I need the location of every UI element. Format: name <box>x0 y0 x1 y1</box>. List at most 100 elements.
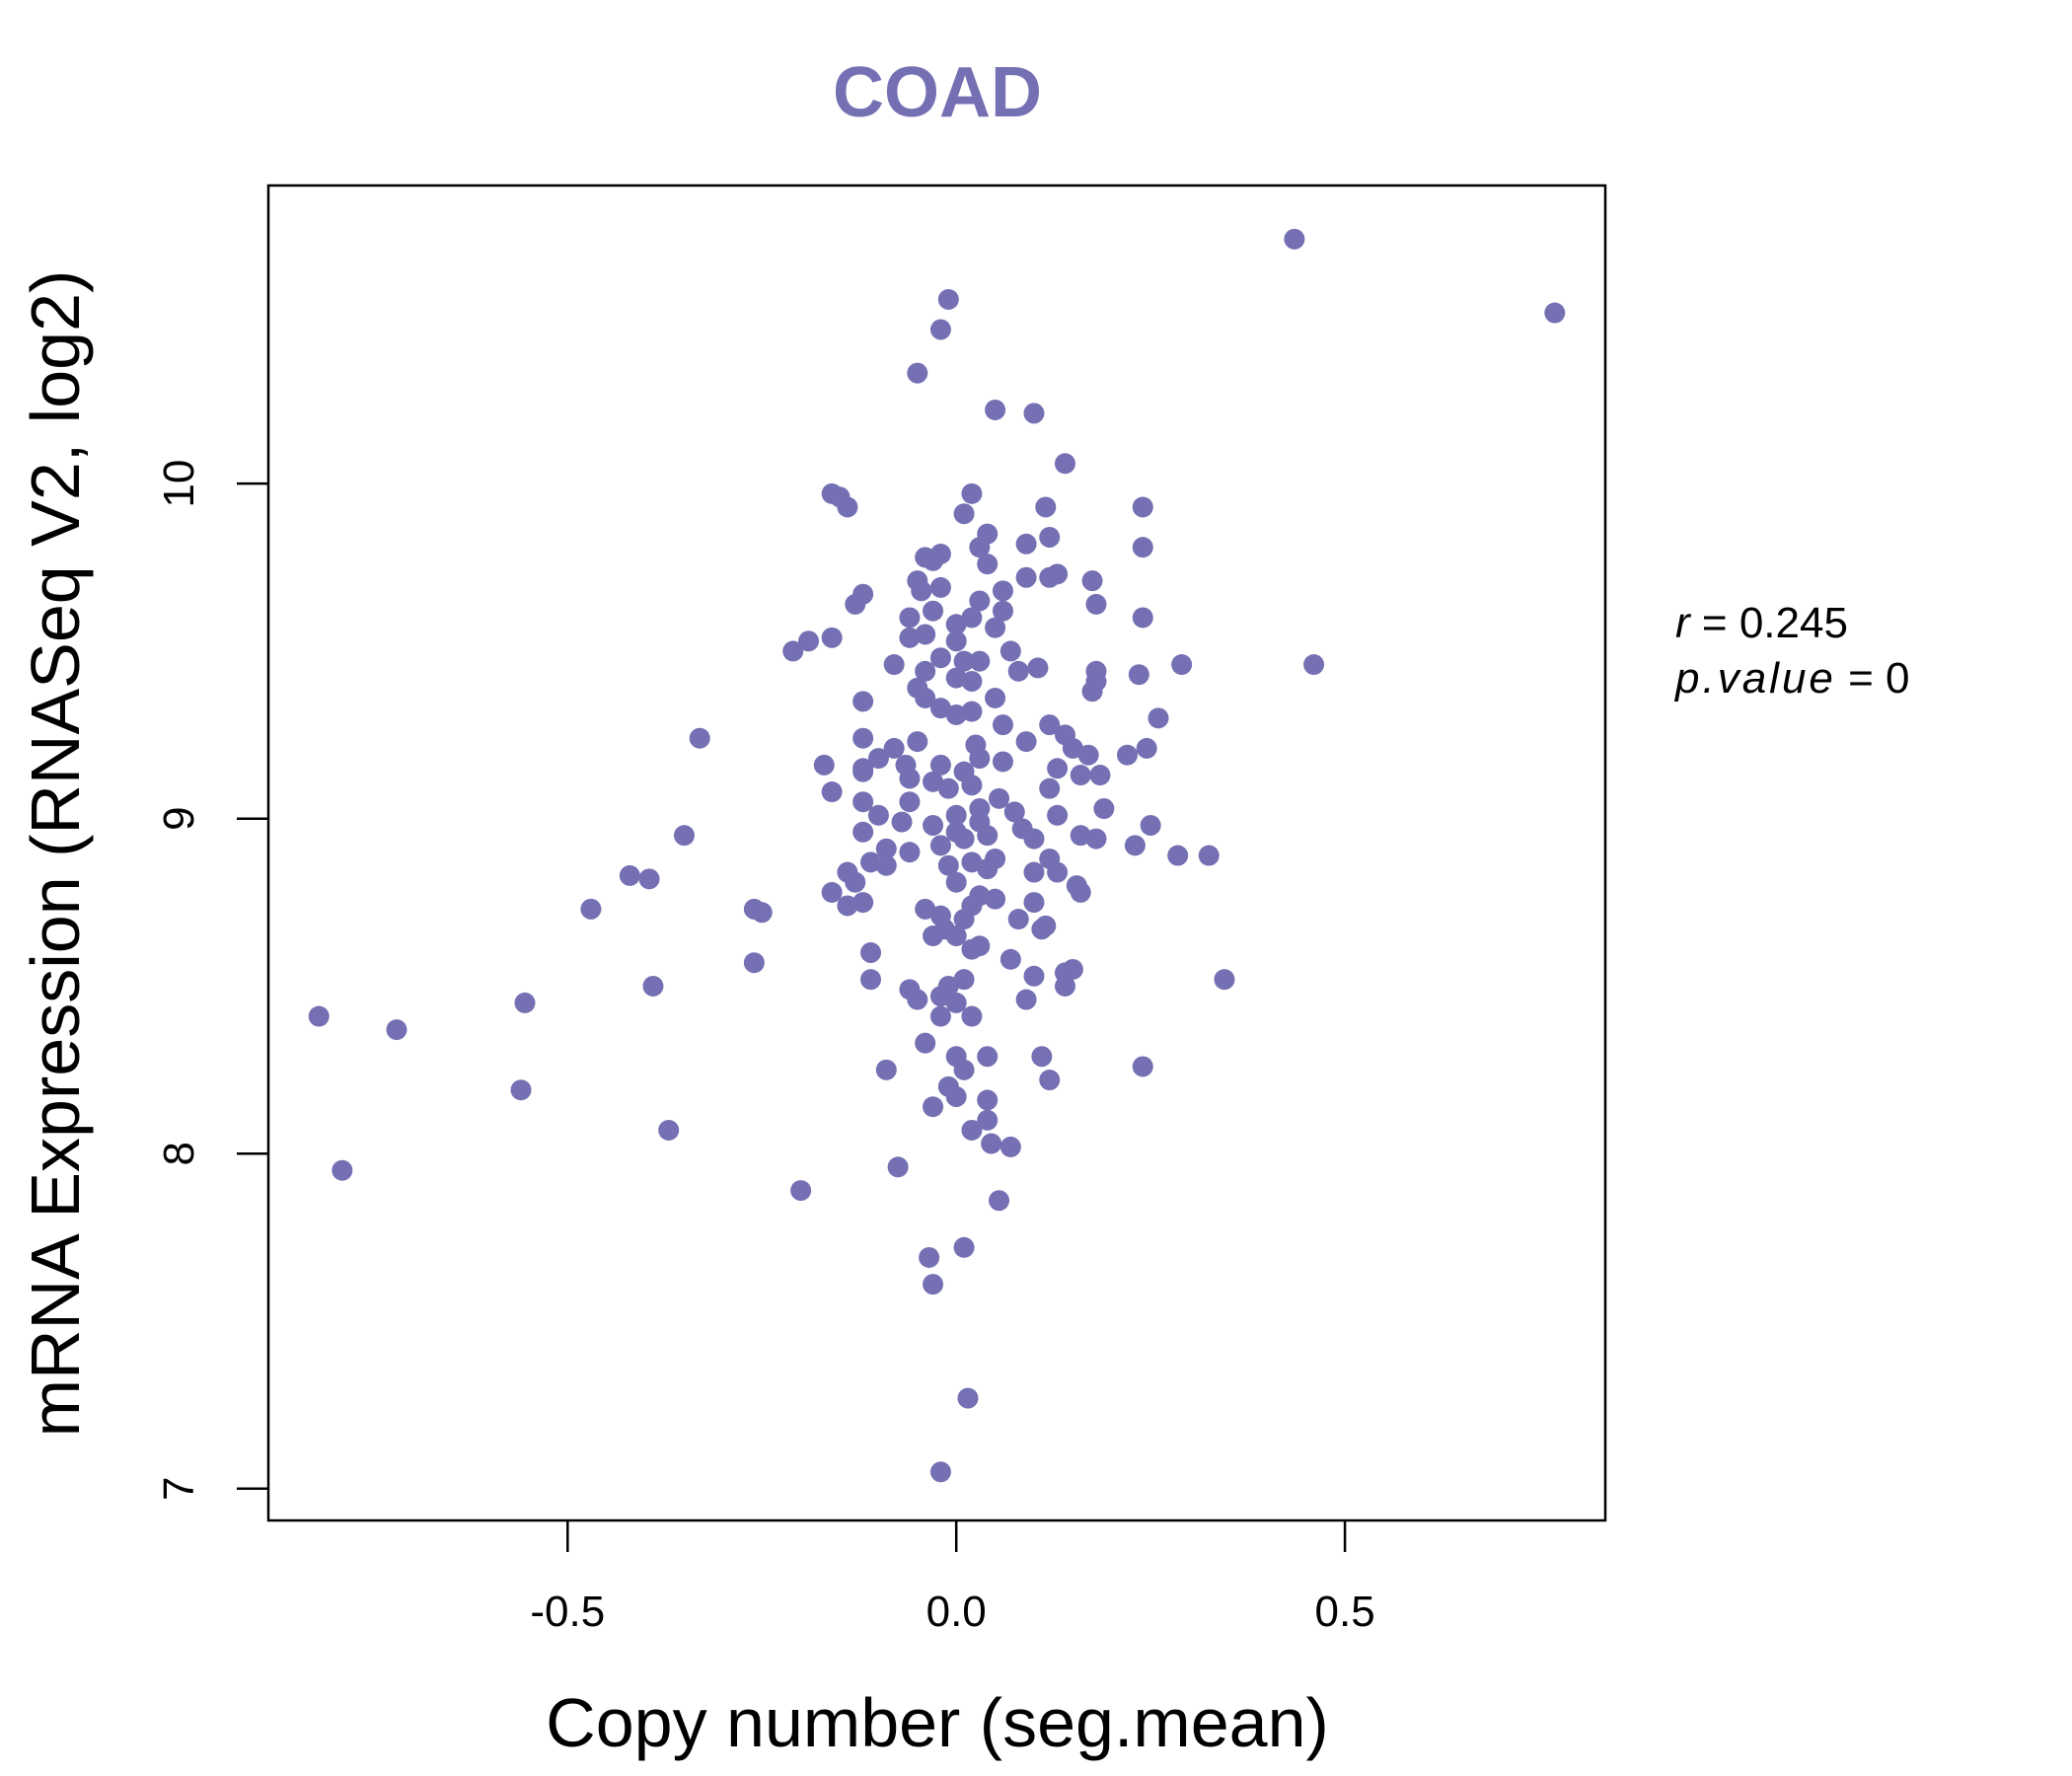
data-point <box>937 288 959 310</box>
data-point <box>852 761 874 782</box>
data-point <box>798 630 820 652</box>
data-point <box>953 1059 975 1080</box>
data-point <box>899 607 921 629</box>
data-point <box>969 590 991 612</box>
data-point <box>1085 593 1107 615</box>
data-point <box>945 667 967 689</box>
data-point <box>852 691 874 712</box>
data-point <box>1089 765 1111 786</box>
y-tick-label: 9 <box>155 806 203 830</box>
data-point <box>1015 533 1037 555</box>
data-point <box>1117 744 1139 766</box>
data-point <box>999 1136 1021 1157</box>
data-point <box>1047 804 1069 826</box>
data-point <box>929 1461 951 1483</box>
data-point <box>923 550 944 571</box>
data-point <box>1081 681 1103 703</box>
data-point <box>580 898 602 920</box>
data-point <box>1132 1056 1153 1077</box>
data-point <box>929 1005 951 1027</box>
data-point <box>638 868 660 890</box>
data-point <box>977 1089 999 1111</box>
data-point <box>867 804 889 826</box>
y-tick-label: 7 <box>155 1477 203 1501</box>
data-point <box>969 537 991 558</box>
data-point <box>999 948 1021 970</box>
data-point <box>1124 835 1146 856</box>
data-point <box>985 399 1006 420</box>
data-point <box>1544 302 1566 324</box>
data-points <box>308 228 1566 1483</box>
data-point <box>907 989 928 1010</box>
data-point <box>1023 861 1045 883</box>
data-point <box>1132 537 1153 558</box>
data-point <box>969 935 991 957</box>
data-point <box>1023 965 1045 987</box>
y-axis-label: mRNA Expression (RNASeq V2, log2) <box>17 270 94 1438</box>
chart-title: COAD <box>833 53 1042 132</box>
data-point <box>1070 765 1091 786</box>
data-point <box>1039 1070 1061 1091</box>
data-point <box>852 727 874 749</box>
data-point <box>1062 958 1083 980</box>
data-point <box>1132 607 1153 629</box>
data-point <box>1054 975 1075 997</box>
y-axis: 7 8 9 10 <box>155 460 268 1501</box>
data-point <box>845 593 866 615</box>
data-point <box>852 892 874 914</box>
data-point <box>619 864 640 886</box>
x-axis: -0.5 0.0 0.5 <box>530 1520 1375 1636</box>
data-point <box>514 992 536 1013</box>
data-point <box>961 895 983 917</box>
data-point <box>957 1387 979 1409</box>
data-point <box>961 482 983 504</box>
data-point <box>1035 915 1057 936</box>
data-point <box>1023 403 1045 424</box>
data-point <box>985 687 1006 708</box>
data-point <box>911 580 932 602</box>
data-point <box>961 701 983 722</box>
data-point <box>937 854 959 876</box>
data-point <box>887 1156 909 1178</box>
p-value-statistic: p.value = 0 <box>1673 654 1910 703</box>
data-point <box>961 1005 983 1027</box>
data-point <box>743 952 765 974</box>
r-statistic: r = 0.245 <box>1675 599 1848 647</box>
data-point <box>923 814 944 836</box>
data-point <box>1070 881 1091 903</box>
data-point <box>929 835 951 856</box>
data-point <box>1284 228 1305 250</box>
data-point <box>1031 1046 1053 1068</box>
data-point <box>915 1032 936 1054</box>
data-point <box>999 640 1021 662</box>
correlation-stats: r = 0.245 p.value = 0 <box>1673 599 1910 703</box>
data-point <box>953 828 975 850</box>
data-point <box>510 1079 532 1101</box>
data-point <box>945 992 967 1013</box>
data-point <box>977 554 999 575</box>
p-value-symbol: p.value <box>1673 654 1836 703</box>
data-point <box>929 698 951 719</box>
data-point <box>945 703 967 725</box>
data-point <box>945 804 967 826</box>
x-tick-label: 0.0 <box>926 1588 987 1636</box>
data-point <box>977 1046 999 1068</box>
data-point <box>1077 744 1099 766</box>
data-point <box>308 1005 330 1027</box>
data-point <box>875 838 897 859</box>
data-point <box>1035 496 1057 518</box>
data-point <box>1003 801 1025 823</box>
data-point <box>875 1059 897 1080</box>
data-point <box>915 898 936 920</box>
data-point <box>945 925 967 947</box>
data-point <box>915 624 936 645</box>
data-point <box>1054 453 1075 475</box>
data-point <box>969 650 991 672</box>
data-point <box>1136 737 1157 759</box>
data-point <box>985 888 1006 910</box>
data-point <box>1198 845 1220 866</box>
data-point <box>961 775 983 796</box>
data-point <box>386 1019 407 1041</box>
data-point <box>673 825 695 847</box>
data-point <box>1047 861 1069 883</box>
